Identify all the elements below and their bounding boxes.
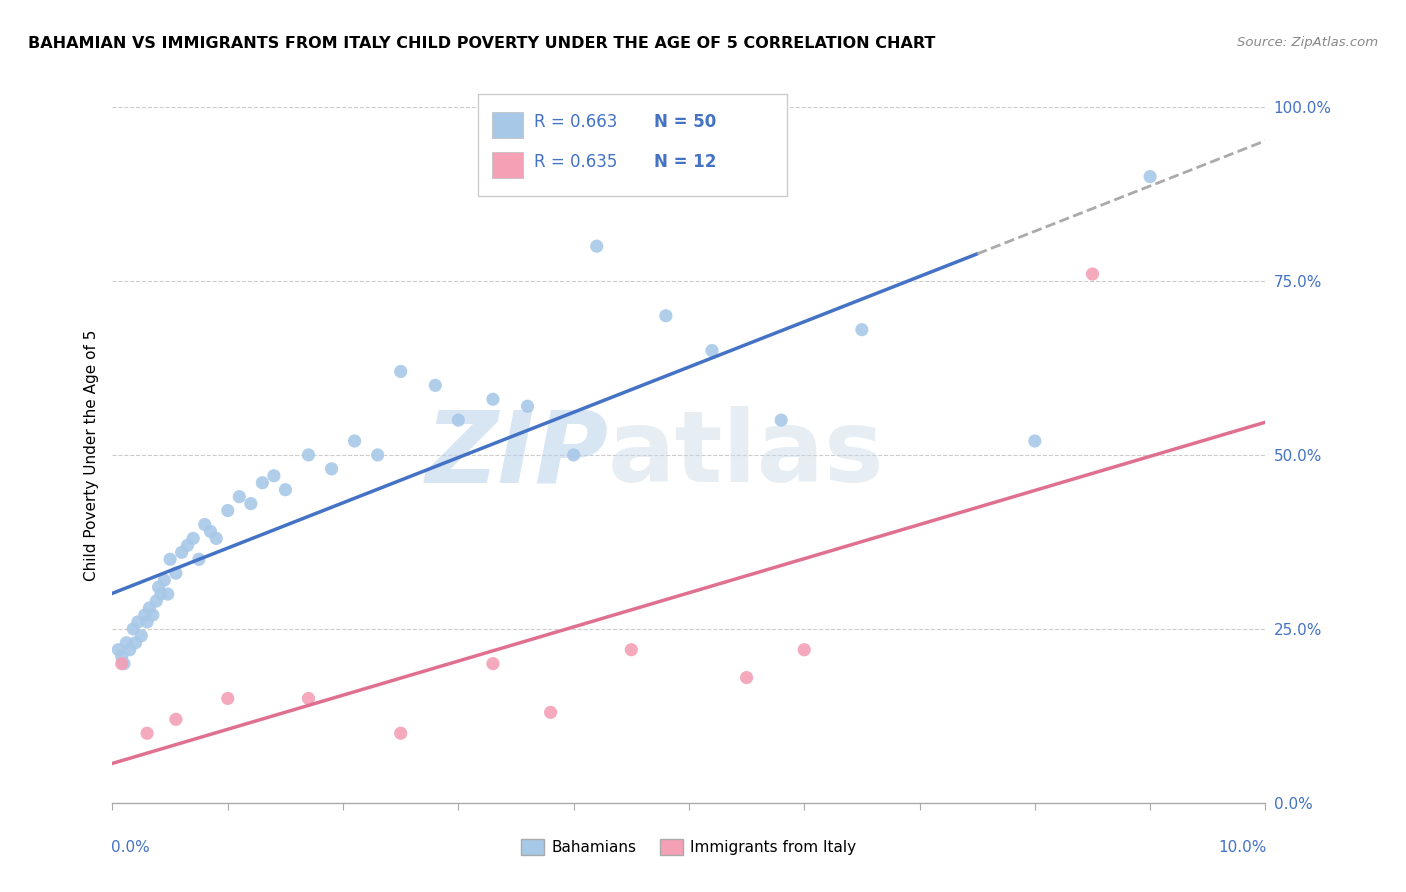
Point <box>263 468 285 483</box>
Text: R = 0.663: R = 0.663 <box>534 113 617 131</box>
Point <box>389 726 412 740</box>
Point <box>111 649 134 664</box>
Point <box>770 413 793 427</box>
Point <box>425 378 447 392</box>
Text: BAHAMIAN VS IMMIGRANTS FROM ITALY CHILD POVERTY UNDER THE AGE OF 5 CORRELATION C: BAHAMIAN VS IMMIGRANTS FROM ITALY CHILD … <box>28 36 935 51</box>
Point <box>655 309 678 323</box>
Point <box>156 587 179 601</box>
Point <box>181 532 204 546</box>
Point <box>194 517 217 532</box>
Point <box>1139 169 1161 184</box>
Point <box>118 642 141 657</box>
Point <box>239 497 262 511</box>
Text: 10.0%: 10.0% <box>1218 839 1267 855</box>
Text: 0.0%: 0.0% <box>111 839 150 855</box>
Point <box>217 503 239 517</box>
Point <box>367 448 389 462</box>
Point <box>447 413 470 427</box>
Point <box>145 594 167 608</box>
Point <box>188 552 211 566</box>
Point <box>793 642 815 657</box>
Point <box>1081 267 1104 281</box>
Point <box>165 566 187 581</box>
Point <box>159 552 181 566</box>
Text: R = 0.635: R = 0.635 <box>534 153 617 171</box>
Point <box>127 615 149 629</box>
Point <box>138 601 160 615</box>
Point <box>136 615 159 629</box>
Point <box>149 587 172 601</box>
Point <box>1024 434 1046 448</box>
Point <box>129 629 153 643</box>
Y-axis label: Child Poverty Under the Age of 5: Child Poverty Under the Age of 5 <box>83 329 98 581</box>
Point <box>217 691 239 706</box>
Point <box>297 448 319 462</box>
Point <box>200 524 222 539</box>
Point <box>112 657 135 671</box>
Point <box>176 538 198 552</box>
Text: atlas: atlas <box>609 407 884 503</box>
Point <box>700 343 723 358</box>
Point <box>482 392 505 407</box>
Point <box>124 636 146 650</box>
Point <box>115 636 138 650</box>
Point <box>482 657 505 671</box>
Text: Source: ZipAtlas.com: Source: ZipAtlas.com <box>1237 36 1378 49</box>
Point <box>228 490 250 504</box>
Point <box>111 657 134 671</box>
Point <box>620 642 643 657</box>
Text: ZIP: ZIP <box>425 407 609 503</box>
Point <box>562 448 585 462</box>
Point <box>274 483 297 497</box>
Point <box>252 475 274 490</box>
Point <box>516 399 538 413</box>
Point <box>321 462 343 476</box>
Point <box>142 607 165 622</box>
Point <box>170 545 193 559</box>
Point <box>540 706 562 720</box>
Point <box>122 622 145 636</box>
Point <box>153 573 176 587</box>
Text: N = 50: N = 50 <box>654 113 716 131</box>
Legend: Bahamians, Immigrants from Italy: Bahamians, Immigrants from Italy <box>515 833 863 862</box>
Point <box>134 607 156 622</box>
Point <box>735 671 758 685</box>
Point <box>165 712 187 726</box>
Point <box>107 642 129 657</box>
Point <box>389 364 412 378</box>
Point <box>585 239 607 253</box>
Point <box>851 323 873 337</box>
Point <box>343 434 366 448</box>
Point <box>205 532 228 546</box>
Text: N = 12: N = 12 <box>654 153 716 171</box>
Point <box>297 691 319 706</box>
Point <box>136 726 159 740</box>
Point <box>148 580 170 594</box>
